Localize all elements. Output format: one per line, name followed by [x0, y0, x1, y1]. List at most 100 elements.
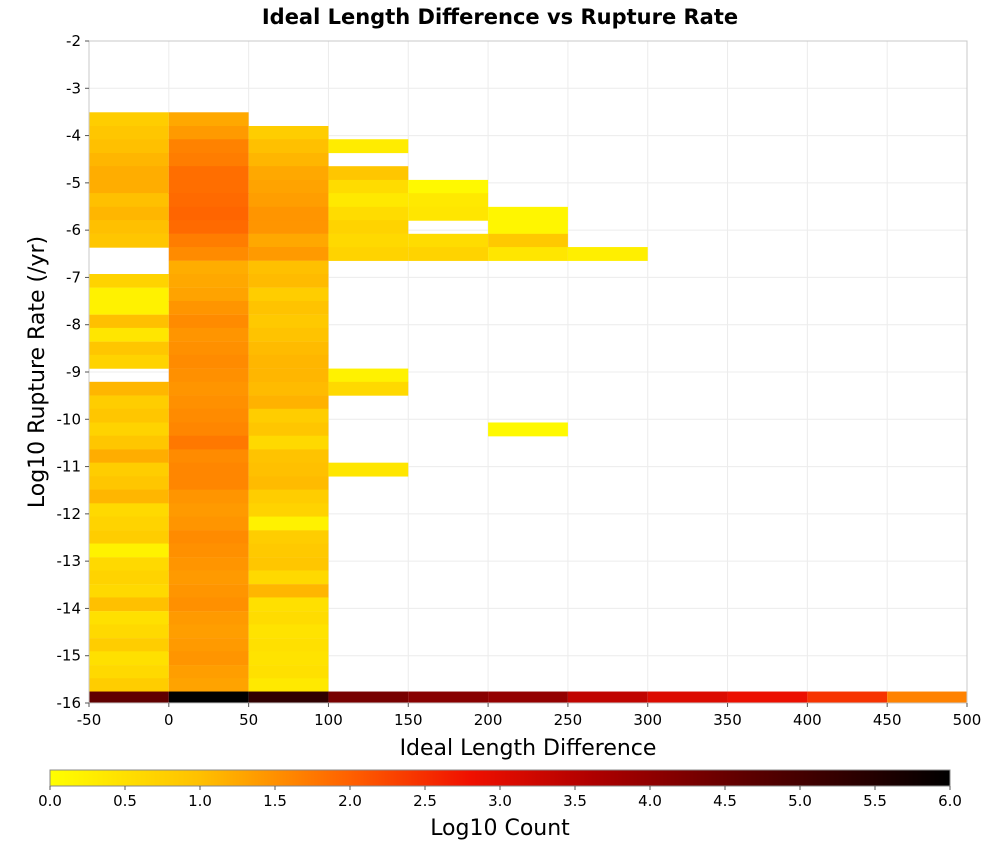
- heatmap-cell: [89, 584, 169, 599]
- x-tick-label: 150: [394, 711, 423, 729]
- heatmap-cell: [89, 220, 169, 234]
- heatmap-cell: [248, 489, 329, 504]
- heatmap-cell: [89, 233, 169, 248]
- y-tick-label: -9: [66, 363, 81, 381]
- heatmap-cell: [248, 381, 329, 396]
- heatmap-cell: [727, 691, 808, 704]
- y-tick-label: -5: [66, 174, 81, 192]
- heatmap-cell: [89, 611, 169, 626]
- heatmap-cell: [89, 152, 169, 167]
- colorbar-tick-label: 1.0: [188, 792, 212, 810]
- heatmap-cell: [168, 665, 249, 679]
- heatmap-cell: [168, 584, 249, 599]
- heatmap-cell: [168, 503, 249, 518]
- colorbar-tick-label: 0.0: [38, 792, 62, 810]
- heatmap-cell: [248, 435, 329, 450]
- heatmap-cell: [89, 327, 169, 342]
- colorbar-tick-label: 2.5: [413, 792, 437, 810]
- colorbar-tick-label: 3.5: [563, 792, 587, 810]
- heatmap-cell: [168, 206, 249, 221]
- x-axis-label: Ideal Length Difference: [400, 736, 657, 761]
- heatmap-cell: [89, 638, 169, 652]
- heatmap-cell: [488, 206, 568, 221]
- heatmap-cell: [89, 422, 169, 437]
- y-axis-label: Log10 Rupture Rate (/yr): [25, 236, 50, 508]
- heatmap-cell: [89, 476, 169, 491]
- heatmap-cell: [168, 638, 249, 652]
- heatmap-cell: [168, 449, 249, 464]
- heatmap-cell: [168, 233, 249, 248]
- heatmap-cell: [248, 314, 329, 329]
- heatmap-cell: [168, 624, 249, 639]
- heatmap-cell: [168, 368, 249, 383]
- heatmap-cell: [89, 678, 169, 693]
- x-tick-label: 400: [793, 711, 822, 729]
- heatmap-cell: [89, 395, 169, 410]
- heatmap-cell: [168, 557, 249, 572]
- heatmap-cell: [887, 691, 967, 704]
- y-tick-label: -8: [66, 316, 81, 334]
- heatmap-cell: [408, 206, 489, 221]
- heatmap-cell: [248, 503, 329, 518]
- y-tick-label: -4: [66, 127, 81, 145]
- heatmap-cell: [328, 462, 409, 477]
- heatmap-cell: [89, 206, 169, 221]
- y-axis-ticks: -2 -3 -4 -5 -6 -7 -8 -9 -10 -11 -12 -13 -14 -15 -16: [57, 32, 89, 712]
- y-tick-label: -6: [66, 221, 81, 239]
- y-tick-label: -16: [57, 694, 82, 712]
- y-tick-label: -13: [57, 552, 82, 570]
- y-tick-label: -11: [57, 458, 82, 476]
- heatmap-cell: [89, 449, 169, 464]
- heatmap-cell: [248, 233, 329, 248]
- colorbar-tick-label: 1.5: [263, 792, 287, 810]
- heatmap-cell: [168, 462, 249, 477]
- chart-title: Ideal Length Difference vs Rupture Rate: [262, 5, 738, 29]
- heatmap-cell: [248, 287, 329, 302]
- heatmap-cell: [89, 570, 169, 585]
- heatmap-cell: [248, 422, 329, 437]
- heatmap-cell: [168, 678, 249, 693]
- heatmap-cell: [89, 516, 169, 531]
- heatmap-cell: [168, 408, 249, 423]
- heatmap-cell: [248, 300, 329, 315]
- heatmap-cell: [807, 691, 888, 704]
- heatmap-cell: [248, 638, 329, 652]
- heatmap-cell: [168, 691, 249, 704]
- heatmap-cell: [248, 354, 329, 369]
- heatmap-cell: [328, 381, 409, 396]
- heatmap-cell: [168, 193, 249, 208]
- x-tick-label: 450: [873, 711, 902, 729]
- heatmap-cell: [168, 112, 249, 127]
- heatmap-cell: [168, 125, 249, 140]
- heatmap-cell: [168, 570, 249, 585]
- heatmap-cell: [168, 651, 249, 666]
- heatmap-cell: [328, 220, 409, 234]
- heatmap-cell: [89, 435, 169, 450]
- colorbar-ticks: 0.0 0.5 1.0 1.5 2.0 2.5 3.0 3.5 4.0 4.5 5.0 5.5 6.0: [38, 786, 962, 810]
- heatmap-cell: [248, 678, 329, 693]
- colorbar: [49, 769, 951, 787]
- heatmap-cell: [89, 489, 169, 504]
- x-tick-label: 500: [953, 711, 982, 729]
- heatmap-cell: [168, 247, 249, 261]
- heatmap-cell: [89, 597, 169, 612]
- heatmap-cell: [647, 691, 728, 704]
- heatmap-cell: [248, 193, 329, 208]
- heatmap-cell: [248, 597, 329, 612]
- heatmap-cell: [248, 516, 329, 531]
- heatmap-cell: [89, 530, 169, 545]
- colorbar-tick-label: 5.0: [788, 792, 812, 810]
- heatmap-cell: [168, 166, 249, 181]
- heatmap-cell: [248, 530, 329, 545]
- heatmap-cell: [248, 179, 329, 194]
- heatmap-cell: [248, 247, 329, 261]
- heatmap-cell: [89, 408, 169, 423]
- heatmap-cell: [248, 476, 329, 491]
- x-tick-label: 50: [239, 711, 258, 729]
- y-tick-label: -7: [66, 268, 81, 286]
- x-tick-label: 300: [633, 711, 662, 729]
- heatmap-cells: [89, 112, 967, 704]
- heatmap-cell: [248, 139, 329, 154]
- y-tick-label: -10: [57, 410, 82, 428]
